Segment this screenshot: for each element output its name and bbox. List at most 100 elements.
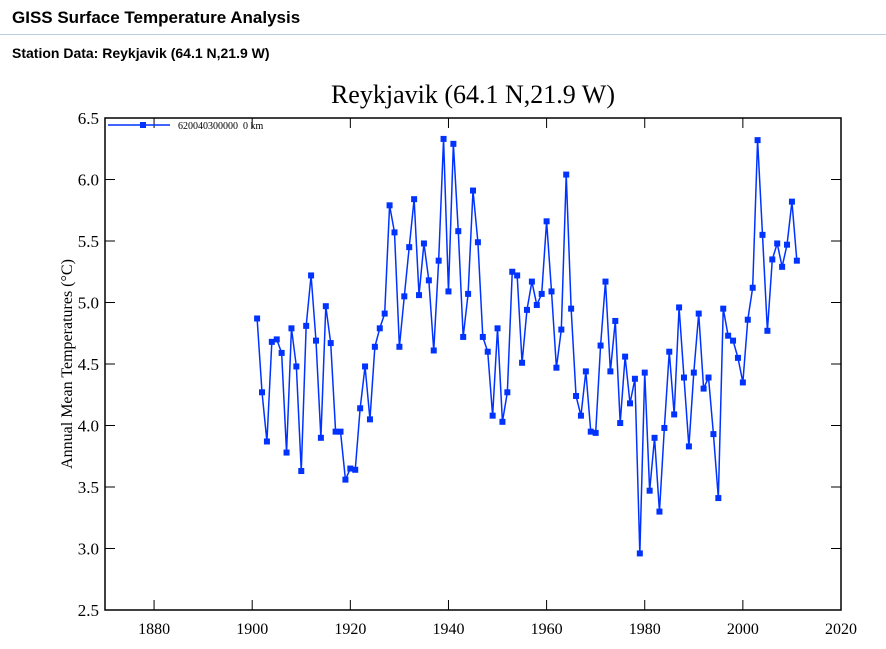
- data-point: [700, 385, 707, 392]
- data-point: [774, 240, 781, 247]
- data-point: [730, 337, 737, 344]
- data-point: [680, 374, 687, 381]
- data-point: [259, 389, 266, 396]
- data-point: [641, 369, 648, 376]
- data-point: [337, 428, 344, 435]
- data-point: [342, 476, 349, 483]
- data-point: [450, 140, 457, 147]
- data-point: [568, 305, 575, 312]
- data-point: [283, 449, 290, 456]
- data-point: [317, 434, 324, 441]
- data-point: [646, 487, 653, 494]
- data-point: [263, 438, 270, 445]
- data-point: [479, 333, 486, 340]
- data-point: [528, 278, 535, 285]
- x-tick-label: 1900: [236, 621, 268, 638]
- data-point: [293, 363, 300, 370]
- x-tick-label: 1940: [432, 621, 464, 638]
- data-point: [764, 327, 771, 334]
- y-tick-label: 5.0: [78, 294, 99, 313]
- data-point: [573, 392, 580, 399]
- data-point: [327, 340, 334, 347]
- data-point: [749, 284, 756, 291]
- data-point: [312, 337, 319, 344]
- data-point: [661, 424, 668, 431]
- data-point: [631, 375, 638, 382]
- y-tick-label: 2.5: [78, 601, 99, 620]
- data-point: [465, 290, 472, 297]
- legend-label: 620040300000 0 km: [178, 121, 264, 132]
- data-point: [445, 288, 452, 295]
- data-point: [509, 268, 516, 275]
- data-point: [627, 400, 634, 407]
- data-point: [484, 348, 491, 355]
- data-point: [430, 347, 437, 354]
- y-tick-label: 4.0: [78, 417, 99, 436]
- data-point: [381, 310, 388, 317]
- data-point: [784, 241, 791, 248]
- data-point: [352, 466, 359, 473]
- data-point: [470, 187, 476, 194]
- data-point: [617, 420, 624, 427]
- data-point: [582, 368, 589, 375]
- data-point: [779, 263, 786, 270]
- data-point: [425, 277, 432, 284]
- data-point: [308, 272, 315, 279]
- data-point: [710, 431, 717, 438]
- legend-marker: [140, 122, 146, 128]
- legend: 620040300000 0 km: [108, 121, 264, 132]
- x-tick-label: 2000: [727, 621, 759, 638]
- data-point: [769, 256, 776, 263]
- data-point: [278, 349, 285, 356]
- data-point: [474, 239, 481, 246]
- data-point: [519, 359, 526, 366]
- data-point: [273, 336, 280, 343]
- chart-background: [56, 80, 870, 646]
- data-point: [357, 405, 364, 412]
- data-point: [504, 389, 511, 396]
- data-point: [577, 412, 584, 419]
- data-point: [298, 468, 305, 475]
- data-point: [386, 202, 393, 209]
- data-point: [543, 218, 550, 225]
- y-tick-label: 5.5: [78, 232, 99, 251]
- data-point: [587, 428, 594, 435]
- data-point: [720, 305, 727, 312]
- data-point: [744, 316, 751, 323]
- data-point: [666, 348, 673, 355]
- data-point: [523, 306, 530, 313]
- chart-title: Reykjavik (64.1 N,21.9 W): [331, 80, 615, 109]
- data-point: [494, 325, 501, 332]
- data-point: [622, 353, 629, 360]
- data-point: [401, 293, 408, 300]
- data-point: [268, 338, 275, 345]
- data-point: [676, 304, 683, 311]
- x-tick-label: 2020: [825, 621, 857, 638]
- data-point: [715, 495, 722, 502]
- data-point: [440, 135, 447, 142]
- data-point: [597, 342, 604, 349]
- data-point: [499, 418, 506, 425]
- data-point: [759, 231, 766, 238]
- data-point: [538, 290, 545, 297]
- x-tick-label: 1980: [629, 621, 661, 638]
- data-point: [391, 229, 398, 236]
- data-point: [455, 228, 462, 235]
- data-point: [362, 363, 369, 370]
- y-tick-label: 6.0: [78, 171, 99, 190]
- y-tick-label: 6.5: [78, 109, 99, 128]
- y-tick-label: 3.5: [78, 478, 99, 497]
- header-divider: [0, 34, 886, 35]
- data-point: [705, 374, 712, 381]
- data-point: [548, 288, 555, 295]
- page-title: GISS Surface Temperature Analysis: [12, 8, 301, 27]
- data-point: [303, 322, 310, 329]
- data-point: [734, 354, 741, 361]
- y-axis-label: Annual Mean Temperatures (°C): [59, 259, 76, 469]
- x-tick-label: 1960: [531, 621, 563, 638]
- data-point: [406, 244, 413, 251]
- y-tick-label: 3.0: [78, 540, 99, 559]
- data-point: [685, 443, 692, 450]
- data-point: [366, 416, 373, 423]
